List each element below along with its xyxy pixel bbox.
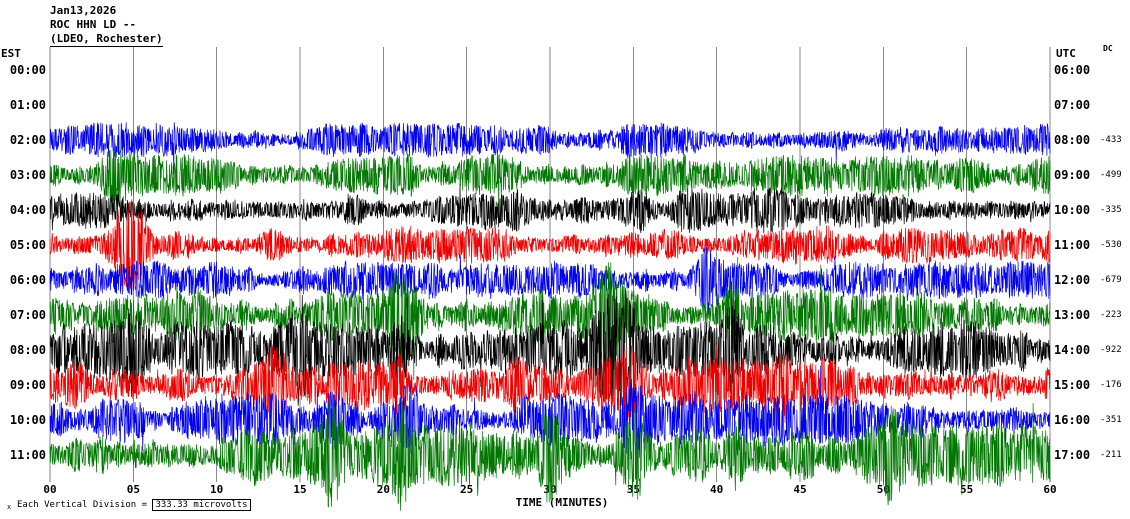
x-tick-label: 35 <box>626 483 640 496</box>
dc-value: -223 <box>1100 310 1122 320</box>
est-time-label: 08:00 <box>9 343 46 357</box>
est-time-label: 03:00 <box>9 168 46 182</box>
est-time-label: 04:00 <box>9 203 46 217</box>
x-tick-label: 25 <box>460 483 474 496</box>
header-station-id: ROC HHN LD -- <box>50 18 137 31</box>
est-time-label: 06:00 <box>9 273 46 287</box>
x-tick-label: 30 <box>543 483 557 496</box>
x-tick-label: 15 <box>293 483 307 496</box>
est-time-label: 05:00 <box>9 238 46 252</box>
x-tick-label: 50 <box>876 483 890 496</box>
dc-value: -211 <box>1100 450 1122 460</box>
est-time-label: 07:00 <box>9 308 46 322</box>
header-station-location: (LDEO, Rochester) <box>50 32 163 47</box>
seismogram-trace-0800 <box>49 290 1051 411</box>
utc-time-label: 15:00 <box>1054 378 1091 392</box>
utc-time-label: 11:00 <box>1054 238 1091 252</box>
header-date: Jan13,2026 <box>50 4 117 17</box>
seismogram-trace-0700 <box>49 257 1051 388</box>
x-tick-label: 05 <box>126 483 140 496</box>
scale-note-prefix: Each Vertical Division = <box>17 500 148 510</box>
utc-time-label: 08:00 <box>1054 133 1091 147</box>
dc-value: -176 <box>1100 380 1122 390</box>
x-tick-label: 10 <box>210 483 224 496</box>
header-station-location-text: (LDEO, Rochester) <box>50 32 163 47</box>
right-axis-title: UTC <box>1056 47 1076 60</box>
seismogram-trace-1100 <box>49 398 1051 511</box>
x-tick-label: 40 <box>710 483 724 496</box>
scale-note: Each Vertical Division = 333.33 microvol… <box>17 499 251 511</box>
dc-axis-title: DC <box>1103 44 1113 53</box>
scale-note-value: 333.33 microvolts <box>152 499 251 511</box>
seismogram-trace-0500 <box>49 199 1051 295</box>
utc-time-label: 06:00 <box>1054 63 1091 77</box>
dc-value: -499 <box>1100 170 1122 180</box>
footer-corner-x: x <box>7 503 12 511</box>
utc-time-label: 14:00 <box>1054 343 1091 357</box>
utc-time-label: 09:00 <box>1054 168 1091 182</box>
x-tick-label: 20 <box>376 483 390 496</box>
est-time-label: 10:00 <box>9 413 46 427</box>
est-time-label: 02:00 <box>9 133 46 147</box>
utc-time-label: 17:00 <box>1054 448 1091 462</box>
dc-value: -335 <box>1100 205 1122 215</box>
x-axis-title: TIME (MINUTES) <box>515 496 609 509</box>
utc-time-label: 07:00 <box>1054 98 1091 112</box>
dc-value: -679 <box>1100 275 1122 285</box>
x-tick-label: 45 <box>793 483 807 496</box>
dc-value: -433 <box>1100 135 1122 145</box>
dc-value: -351 <box>1100 415 1122 425</box>
dc-value: -922 <box>1100 345 1122 355</box>
seismogram-trace-0600 <box>49 245 1051 315</box>
seismogram-trace-0300 <box>49 143 1051 214</box>
est-time-label: 11:00 <box>9 448 46 462</box>
left-axis-title: EST <box>1 47 21 60</box>
seismogram-trace-0900 <box>49 344 1051 428</box>
x-tick-label: 00 <box>43 483 57 496</box>
est-time-label: 00:00 <box>9 63 46 77</box>
seismogram-trace-0200 <box>49 122 1051 175</box>
x-tick-label: 60 <box>1043 483 1057 496</box>
est-time-label: 01:00 <box>9 98 46 112</box>
seismogram-trace-0400 <box>49 183 1051 234</box>
est-time-label: 09:00 <box>9 378 46 392</box>
dc-value: -530 <box>1100 240 1122 250</box>
utc-time-label: 13:00 <box>1054 308 1091 322</box>
utc-time-label: 16:00 <box>1054 413 1091 427</box>
x-tick-label: 55 <box>960 483 974 496</box>
utc-time-label: 10:00 <box>1054 203 1091 217</box>
utc-time-label: 12:00 <box>1054 273 1091 287</box>
